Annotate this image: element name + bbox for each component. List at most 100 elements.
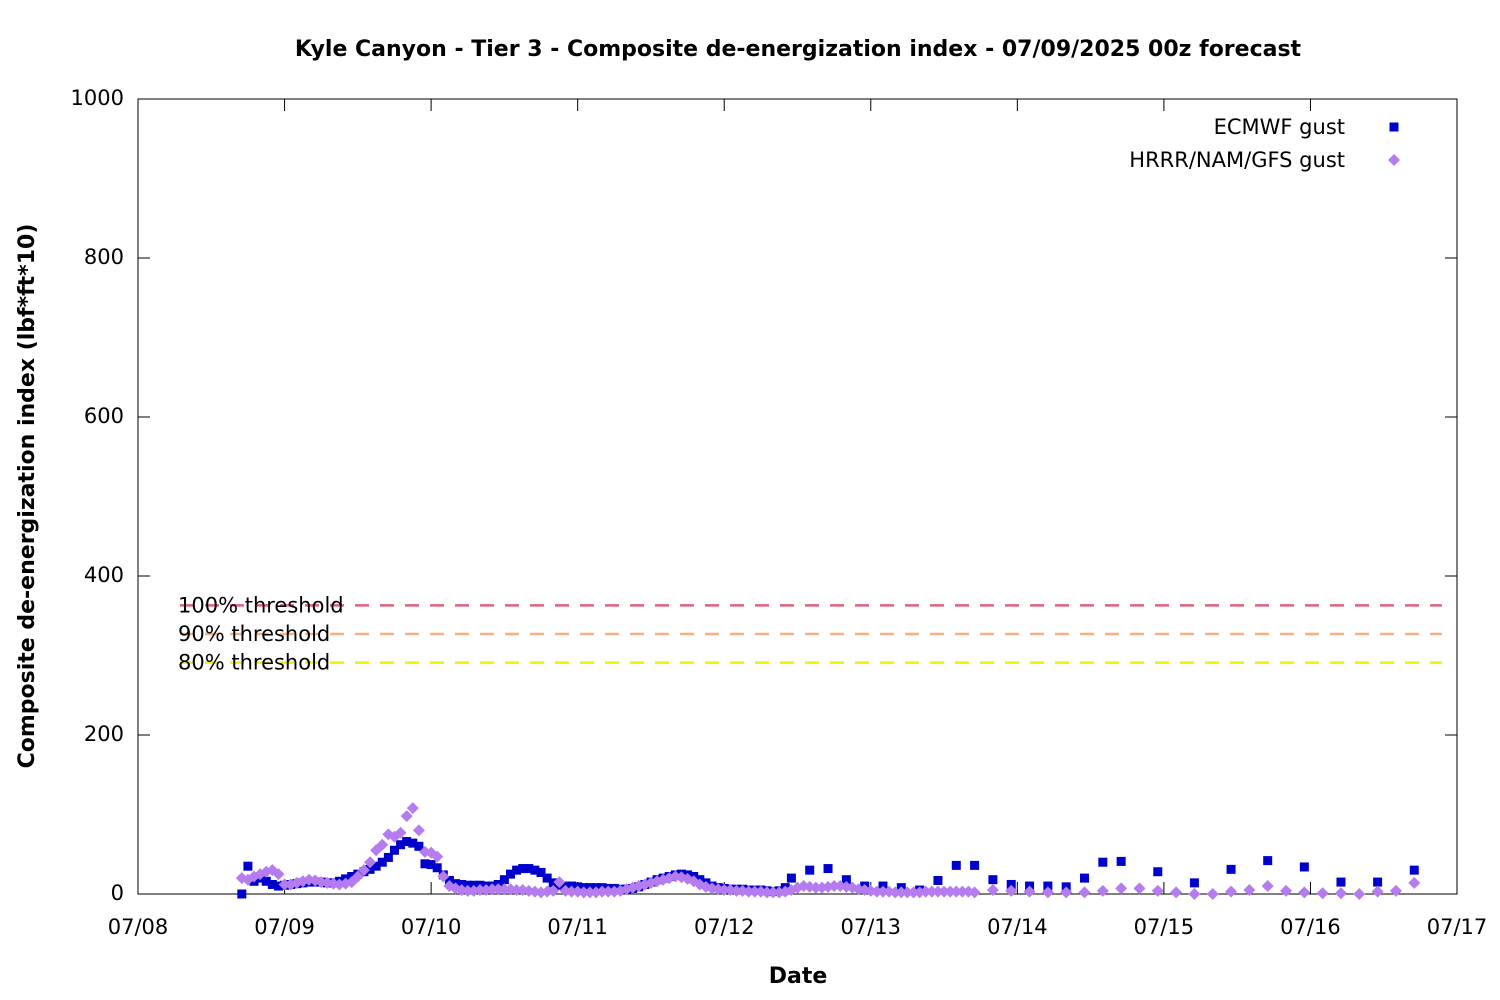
data-point [786,873,796,883]
data-point [956,885,969,898]
data-point [1188,888,1201,900]
data-point [1353,888,1366,900]
x-tick-label: 07/10 [401,915,462,939]
x-tick-label: 07/15 [1134,915,1195,939]
data-point [841,875,851,885]
data-point [933,875,943,885]
data-point [530,865,540,875]
data-point [278,878,291,891]
data-point [1299,862,1309,872]
data-point [357,864,370,877]
data-point [944,885,957,898]
data-point [394,826,407,839]
y-tick-label: 400 [84,563,124,587]
x-tick-label: 07/14 [987,915,1048,939]
data-point [1373,877,1383,887]
data-point [408,838,418,848]
data-point [1133,882,1146,895]
data-point [931,885,944,898]
data-point [968,886,981,899]
data-point [805,865,815,875]
data-point [1408,876,1421,889]
data-point [272,868,285,881]
data-point [505,869,515,879]
data-point [237,889,247,899]
data-point [486,883,499,896]
data-point [1206,888,1219,900]
data-point [1006,879,1016,889]
data-point [512,865,522,875]
data-point [828,880,841,893]
data-point [432,863,442,873]
data-point [248,870,261,883]
data-point [1096,884,1109,897]
data-point [889,886,902,899]
data-point [1243,884,1256,897]
data-point [1371,885,1384,898]
data-point [907,886,920,899]
data-point [1189,878,1199,888]
data-point [1151,884,1164,897]
data-point [596,885,609,898]
data-point [1298,886,1311,899]
y-tick-label: 600 [84,404,124,428]
data-point [400,810,413,823]
data-point [1170,886,1183,899]
x-tick-label: 07/12 [694,915,755,939]
data-point [524,864,534,874]
data-point [760,886,773,899]
x-tick-label: 07/11 [547,915,608,939]
data-point [402,837,412,847]
data-point [548,878,558,888]
data-point [376,838,389,851]
data-point [742,885,755,898]
legend-marker [1389,122,1399,132]
data-point [273,881,283,891]
data-point [1334,887,1347,900]
data-point [267,879,277,889]
data-point [1116,856,1126,866]
data-point [461,884,474,897]
data-point [876,885,889,898]
data-point [718,884,731,897]
data-point [986,884,999,897]
data-point [553,876,566,889]
data-point [602,885,615,898]
y-tick-label: 200 [84,722,124,746]
data-point [431,850,444,863]
data-point [1023,885,1036,898]
x-tick-label: 07/17 [1427,915,1488,939]
data-point [901,886,914,899]
data-point [377,857,387,867]
data-point [1225,885,1238,898]
threshold-label: 80% threshold [178,651,330,675]
data-point [414,841,424,851]
data-point [988,875,998,885]
data-point [748,885,761,898]
data-point [1280,884,1293,897]
data-point [492,883,505,896]
data-point [536,868,546,878]
data-point [351,870,364,883]
data-point [473,884,486,897]
data-point [1261,880,1274,893]
data-point [1336,877,1346,887]
data-point [1153,867,1163,877]
data-point [243,861,253,871]
data-point [420,859,430,869]
data-point [1080,873,1090,883]
data-point [870,885,883,898]
x-axis-label: Date [769,964,828,989]
data-point [365,864,375,874]
data-point [1115,882,1128,895]
data-point [412,824,425,837]
legend-label: ECMWF gust [1214,115,1345,139]
data-point [498,883,511,896]
y-tick-label: 1000 [71,86,124,110]
data-point [383,852,393,862]
data-point [895,886,908,899]
data-point [371,861,381,871]
legend-label: HRRR/NAM/GFS gust [1129,148,1345,172]
